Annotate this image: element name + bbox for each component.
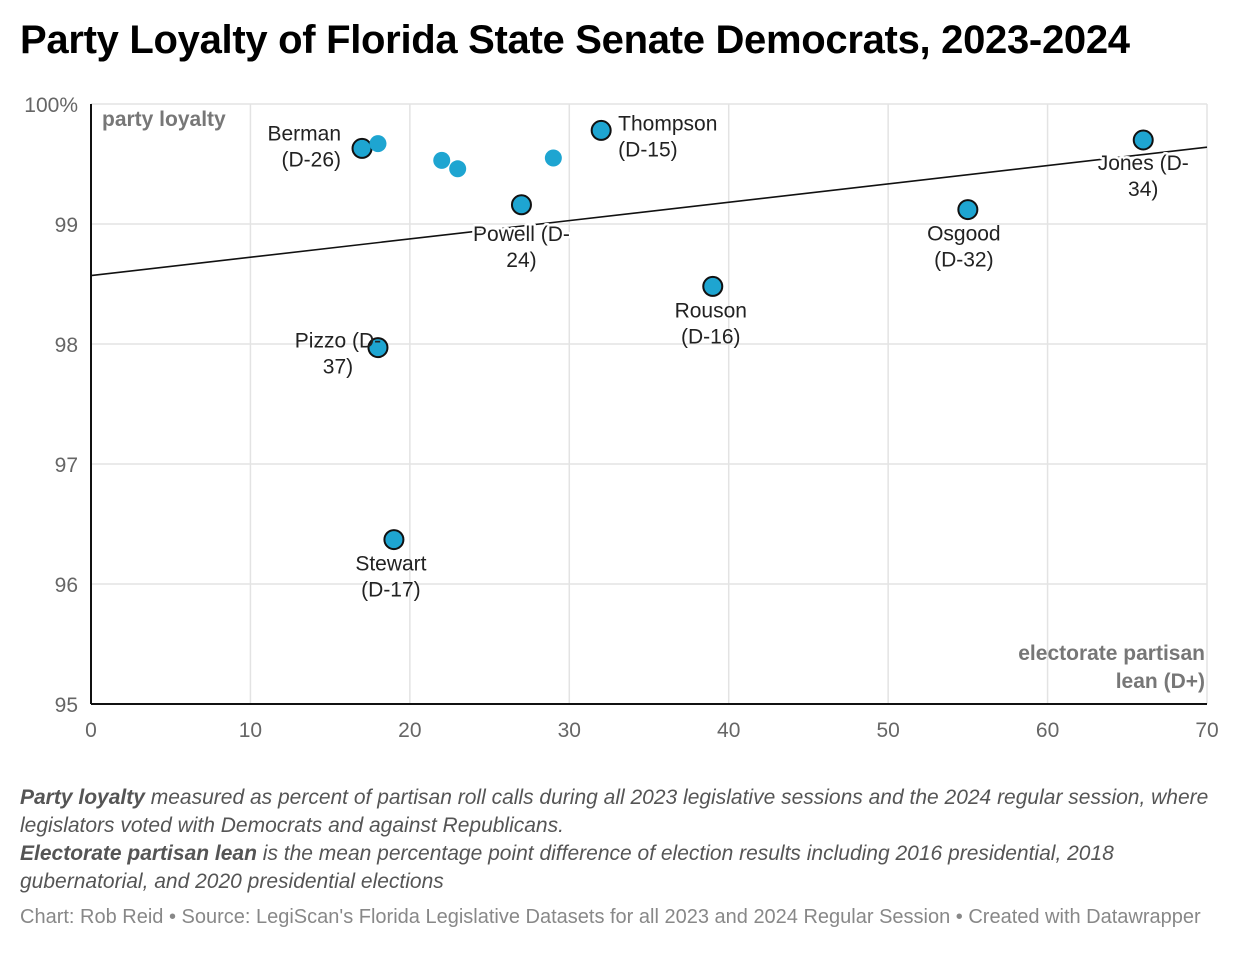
point-label: Pizzo (D- 37) (295, 330, 381, 379)
point-label-line: (D-15) (618, 138, 678, 161)
note-party-loyalty: Party loyalty measured as percent of par… (20, 784, 1220, 840)
point-label-line: Jones (D- (1098, 152, 1189, 175)
point-label-line: Berman (267, 122, 341, 145)
x-axis-title-line: electorate partisan (1018, 642, 1205, 665)
chart-title: Party Loyalty of Florida State Senate De… (20, 18, 1130, 62)
point-layer (351, 119, 1154, 551)
label-layer: Berman (D-26) Thompson (D-15) Powell (D- 24) J… (267, 112, 1191, 602)
x-tick-label: 50 (876, 719, 899, 742)
y-axis-title: party loyalty (102, 108, 226, 131)
data-point (383, 529, 405, 551)
x-axis-title-line: lean (D+) (1116, 670, 1205, 693)
grid-layer (91, 103, 1208, 704)
trend-layer (90, 146, 1208, 277)
x-tick-label: 40 (717, 719, 740, 742)
x-axis-title: electorate partisan lean (D+) (1018, 642, 1205, 693)
point-label-line: Thompson (618, 112, 717, 135)
x-tick-label: 30 (558, 719, 581, 742)
note-partisan-lean: Electorate partisan lean is the mean per… (20, 840, 1220, 896)
point-label-line: Rouson (675, 299, 747, 322)
chart-credit: Chart: Rob Reid • Source: LegiScan's Flo… (20, 906, 1201, 928)
point-label-line: Pizzo (D- (295, 330, 381, 353)
point-label: Thompson (D-15) (618, 112, 717, 161)
data-point (1132, 129, 1154, 151)
note-partisan-lean-term: Electorate partisan lean (20, 842, 257, 865)
data-point (449, 160, 467, 178)
note-party-loyalty-text: measured as percent of partisan roll cal… (20, 786, 1209, 837)
y-tick-label: 99 (55, 214, 78, 237)
scatter-chart: 0 10 20 30 40 50 60 70 95 96 97 98 99 100% party loyal… (24, 94, 1218, 742)
point-label: Berman (D-26) (267, 122, 341, 171)
point-label-line: (D-26) (282, 148, 342, 171)
point-label: Powell (D- 24) (473, 223, 570, 272)
point-label-line: (D-17) (361, 579, 421, 602)
data-point (957, 199, 979, 221)
y-tick-label: 97 (55, 454, 78, 477)
point-label-line: 24) (506, 249, 536, 272)
trend-line (90, 146, 1208, 277)
data-point (367, 337, 389, 359)
data-point (351, 137, 373, 159)
y-tick-label: 95 (55, 694, 78, 717)
point-label: Osgood (D-32) (927, 223, 1001, 272)
y-tick-label: 100% (24, 94, 78, 117)
axis-layer: 0 10 20 30 40 50 60 70 95 96 97 98 99 100% party loyal… (24, 94, 1218, 742)
point-label-line: (D-16) (681, 325, 741, 348)
data-point (433, 151, 451, 169)
note-party-loyalty-term: Party loyalty (20, 786, 145, 809)
point-label-line: Powell (D- (473, 223, 570, 246)
point-label-line: 37) (323, 356, 353, 379)
y-tick-label: 96 (55, 574, 78, 597)
data-point (590, 119, 612, 141)
point-label-line: (D-32) (934, 249, 994, 272)
data-point (702, 275, 724, 297)
y-tick-label: 98 (55, 334, 78, 357)
chart-notes: Party loyalty measured as percent of par… (20, 784, 1220, 896)
data-point (544, 149, 562, 167)
point-label: Jones (D- 34) (1098, 152, 1189, 201)
x-tick-label: 10 (239, 719, 262, 742)
x-tick-label: 70 (1195, 719, 1218, 742)
data-point (369, 135, 387, 153)
x-tick-label: 20 (398, 719, 421, 742)
point-label-line: Stewart (355, 553, 426, 576)
point-label: Stewart (D-17) (355, 553, 426, 602)
point-label-line: 34) (1128, 178, 1158, 201)
x-tick-label: 0 (85, 719, 97, 742)
point-label-line: Osgood (927, 223, 1001, 246)
x-tick-label: 60 (1036, 719, 1059, 742)
data-point (510, 194, 532, 216)
point-label: Rouson (D-16) (675, 299, 747, 348)
note-partisan-lean-text: is the mean percentage point difference … (20, 842, 1114, 893)
